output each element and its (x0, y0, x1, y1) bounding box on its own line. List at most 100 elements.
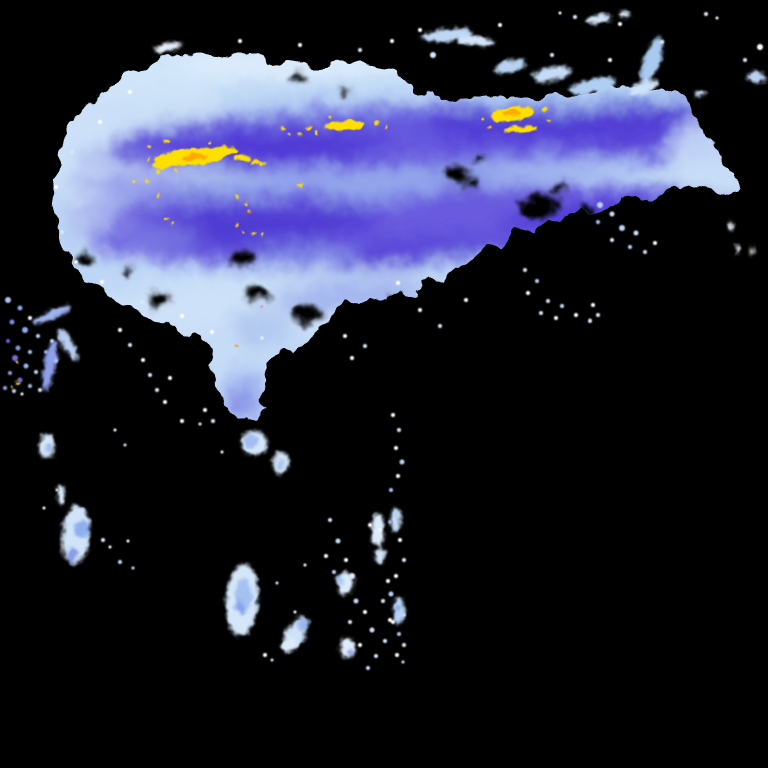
cloud-speck (248, 209, 252, 213)
cloud-speck (402, 613, 406, 617)
cloud-speck (743, 58, 747, 62)
cloud-speck (560, 304, 564, 308)
cloud-cell (375, 547, 385, 565)
cloud-speck (307, 127, 311, 131)
cloud-speck (550, 53, 554, 57)
cloud-speck (704, 12, 708, 16)
cloud-cell (585, 14, 611, 24)
cloud-speck (757, 44, 763, 50)
cloud-speck (596, 220, 600, 224)
cloud-speck (123, 443, 127, 447)
cloud-cell (371, 514, 385, 546)
cloud-cell (42, 339, 58, 391)
cloud-speck (315, 131, 319, 135)
cloud-speck (275, 581, 279, 585)
cloud-speck (28, 384, 32, 388)
cloud-cell (340, 87, 350, 93)
cloud-speck (198, 422, 202, 426)
cloud-speck (344, 558, 348, 562)
cloud-speck (381, 599, 385, 603)
cloud-speck (303, 563, 307, 567)
cloud-speck (388, 591, 394, 597)
cloud-speck (6, 339, 10, 343)
cloud-cell (234, 155, 252, 161)
cloud-speck (394, 446, 398, 450)
cloud-speck (715, 16, 719, 20)
cloud-speck (348, 620, 352, 624)
cloud-speck (535, 279, 539, 283)
cloud-speck (176, 168, 180, 172)
cloud-speck (171, 222, 175, 226)
cloud-speck (546, 299, 550, 303)
cloud-speck (375, 121, 379, 125)
cloud-cell (747, 71, 765, 83)
cloud-speck (660, 40, 664, 44)
cloud-speck (260, 232, 264, 236)
cloud-cell (517, 194, 557, 218)
cloud-speck (3, 386, 7, 390)
cloud-speck (247, 211, 251, 215)
cloud-speck (156, 194, 160, 198)
cloud-speck (391, 620, 395, 624)
cloud-speck (402, 558, 406, 562)
cloud-speck (235, 224, 239, 228)
cloud-speck (619, 225, 625, 231)
cloud-speck (12, 355, 18, 361)
cloud-speck (395, 605, 401, 611)
cloud-speck (113, 428, 117, 432)
cloud-speck (54, 359, 58, 363)
cloud-speck (363, 344, 367, 348)
cloud-speck (396, 474, 400, 478)
cloud-cell (619, 11, 631, 17)
cloud-speck (526, 291, 530, 295)
cloud-cell (123, 268, 133, 276)
cloud-speck (208, 140, 212, 144)
specks-group (3, 11, 763, 670)
cloud-speck (156, 170, 160, 174)
cloud-cell (170, 275, 250, 325)
cloud-cell (181, 153, 207, 161)
cloud-speck (335, 538, 341, 544)
cloud-speck (386, 579, 390, 583)
cloud-cell (57, 485, 65, 505)
cloud-speck (126, 539, 130, 543)
cloud-speck (131, 566, 135, 570)
cloud-speck (164, 217, 168, 221)
cloud-speck (610, 238, 614, 242)
cloud-speck (5, 297, 11, 303)
cloud-speck (180, 419, 184, 423)
cloud-cell (735, 244, 739, 254)
cloud-cell (340, 638, 356, 658)
cloud-speck (131, 180, 135, 184)
cloud-speck (74, 260, 78, 264)
cloud-speck (23, 363, 29, 369)
cloud-cell (325, 120, 363, 132)
cloud-speck (324, 554, 328, 558)
cloud-speck (261, 305, 263, 307)
cloud-speck (128, 90, 132, 94)
cloud-speck (574, 313, 578, 317)
cloud-speck (293, 610, 297, 614)
cloud-speck (391, 413, 395, 417)
cloud-speck (281, 126, 285, 130)
cloud-cell (290, 73, 304, 81)
cloud-speck (211, 419, 215, 423)
cloud-speck (260, 336, 264, 340)
cloud-cell (140, 204, 380, 248)
cloud-speck (340, 588, 344, 592)
cloud-speck (374, 654, 378, 658)
cloud-speck (180, 314, 184, 318)
cloud-speck (148, 373, 152, 377)
cloud-speck (36, 334, 40, 338)
cloud-speck (368, 523, 372, 527)
cloud-speck (148, 145, 152, 149)
cloud-speck (430, 52, 436, 58)
cloud-speck (399, 459, 405, 465)
cloud-cell (77, 252, 93, 266)
cloud-speck (108, 545, 112, 549)
cloud-speck (15, 345, 21, 351)
cloud-speck (287, 132, 291, 136)
cloud-cell (475, 156, 485, 164)
cloud-speck (234, 195, 238, 199)
